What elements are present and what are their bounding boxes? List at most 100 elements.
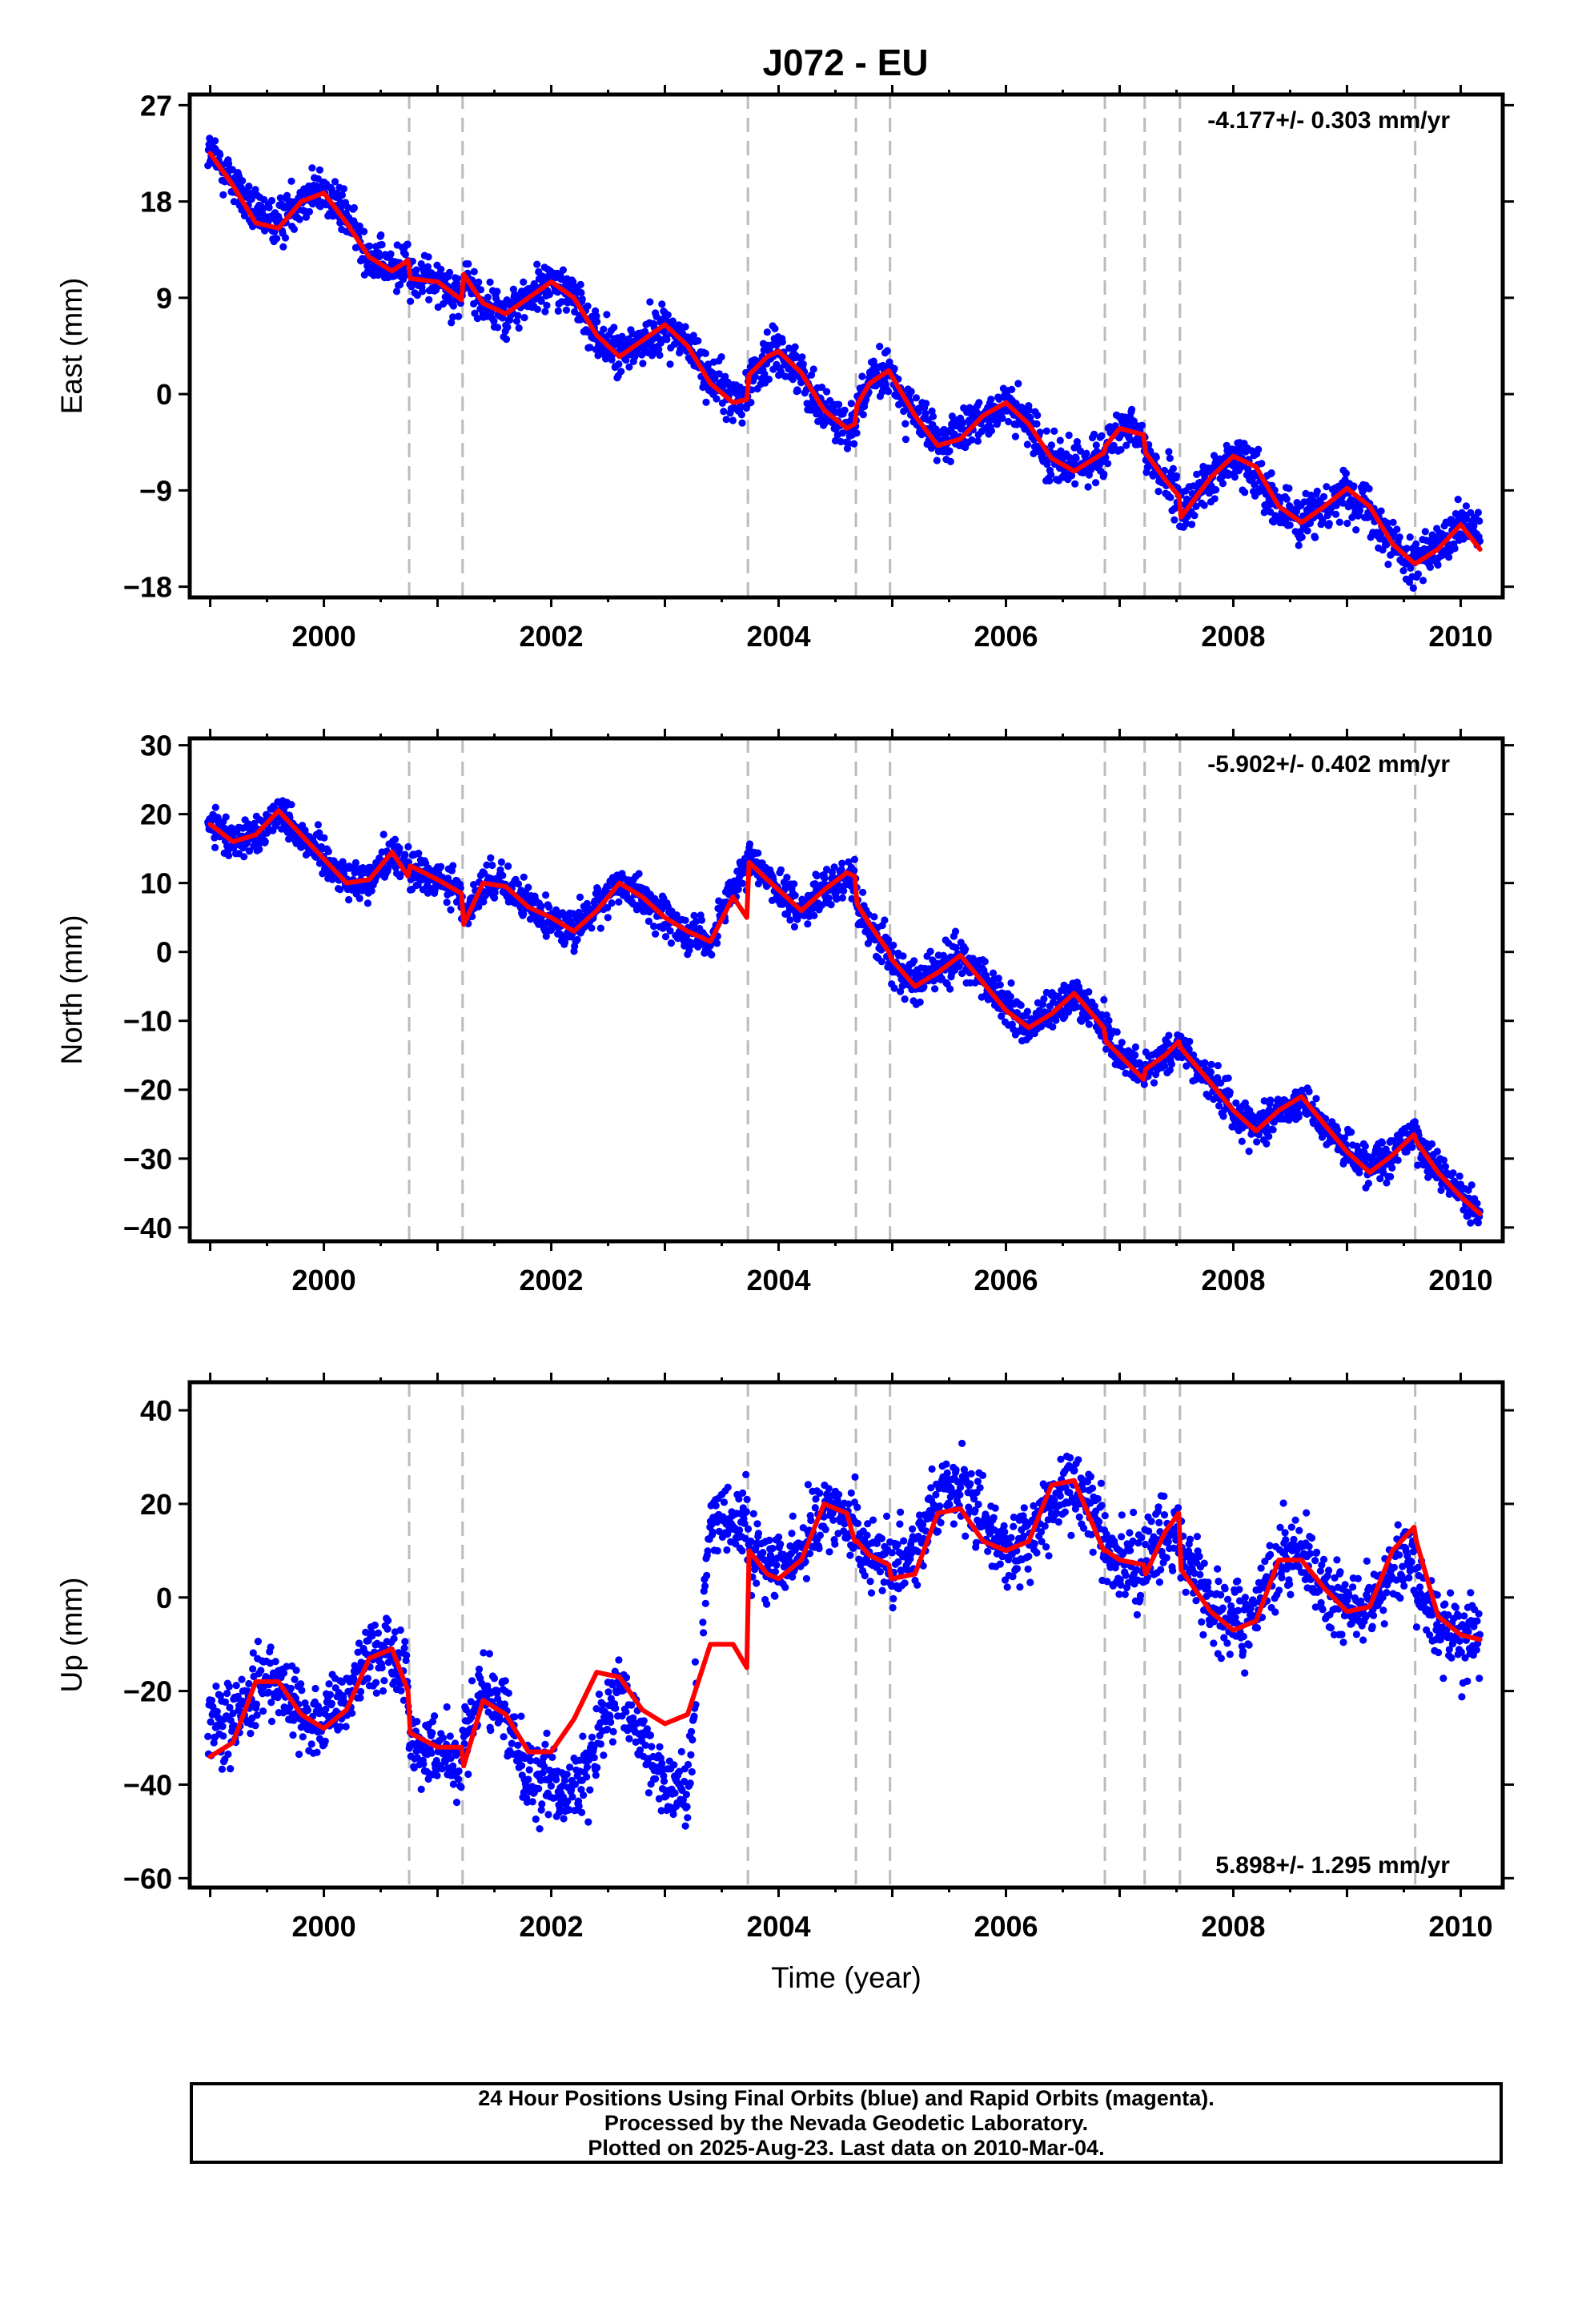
observation-point [1026,413,1034,422]
observation-point [1295,1113,1303,1121]
observation-point [1407,564,1415,573]
observation-point [225,851,233,859]
rate-label: -5.902+/- 0.402 mm/yr [1207,751,1450,778]
observation-point [1068,472,1076,480]
observation-point [424,263,432,271]
observation-point [702,398,710,406]
observation-point [1255,445,1263,453]
observation-point [541,308,549,316]
observation-point [666,360,674,368]
observation-point [576,280,584,288]
observation-point [210,1739,218,1747]
observation-point [267,1717,276,1726]
observation-point [290,225,298,233]
observation-point [404,842,412,850]
observation-point [240,853,248,861]
observation-point [821,875,829,883]
observation-point [287,177,295,185]
observation-point [211,803,219,811]
observation-point [339,185,347,193]
observation-point [929,412,938,420]
observation-point [847,400,855,408]
y-tick-label: −30 [123,1143,172,1176]
observation-point [823,388,831,396]
observation-point [533,305,542,313]
observation-point [520,278,528,286]
observation-point [823,866,831,874]
observation-point [470,881,478,889]
y-tick-label: 20 [140,798,172,831]
observation-point [345,895,353,904]
observation-point [545,903,553,911]
observation-point [1006,992,1014,1001]
observation-point [1212,486,1220,494]
observation-point [207,1718,215,1726]
observation-point [783,874,791,882]
y-tick-label: −18 [123,571,172,604]
observation-point [1312,1095,1320,1103]
y-tick-label: 0 [156,936,172,969]
observation-point [1191,512,1199,520]
plot-area [204,1382,1484,1888]
observation-point [449,313,457,321]
observation-point [1090,430,1098,438]
observation-point [1014,380,1022,388]
observation-point [351,869,359,877]
observation-point [664,311,672,319]
observation-point [1038,1000,1047,1008]
observation-point [721,372,729,380]
observation-point [287,801,295,809]
observation-point [1405,578,1414,586]
observation-point [1383,519,1391,527]
observation-point [493,287,501,296]
observation-point [973,408,981,416]
y-tick-label: 30 [140,730,172,762]
observation-point [1378,1139,1386,1147]
observation-point [837,866,845,874]
observation-point [998,414,1006,423]
observation-point [798,353,806,361]
observation-point [1467,1219,1475,1227]
observation-point [870,913,878,921]
observation-point [1105,1016,1113,1024]
x-tick-label: 2000 [292,1264,356,1297]
y-tick-label: 18 [140,186,172,219]
observation-point [1085,1020,1093,1028]
observation-point [558,298,566,306]
x-tick-label: 2008 [1201,620,1265,653]
observation-point [470,267,478,275]
observation-point [1138,421,1146,429]
observation-point [1169,464,1177,472]
observation-point [666,927,674,935]
observation-point [876,343,884,351]
observation-point [899,952,907,960]
observation-point [1040,995,1048,1003]
observation-point [502,336,511,344]
observation-point [1100,995,1108,1004]
observation-point [1305,1088,1313,1096]
observation-point [404,240,412,248]
observation-point [1076,447,1085,455]
observation-point [1065,431,1073,440]
observation-point [1421,528,1429,536]
observation-point [850,855,858,863]
observation-point [1286,521,1294,529]
observation-point [747,398,755,407]
observation-point [222,813,230,821]
observation-point [1034,411,1042,420]
y-axis-label: East (mm) [55,278,88,415]
observation-point [238,1675,246,1683]
observation-point [1437,1186,1445,1194]
observation-point [610,324,618,332]
observation-point [336,886,344,894]
observation-point [209,1703,217,1711]
observation-point [833,895,841,903]
observation-point [396,844,404,852]
observation-point [1460,1206,1468,1214]
observation-point [234,1692,242,1700]
observation-point [1056,436,1064,444]
observation-point [1426,563,1434,572]
observation-point [763,328,771,336]
observation-point [644,917,653,925]
observation-point [419,287,427,296]
